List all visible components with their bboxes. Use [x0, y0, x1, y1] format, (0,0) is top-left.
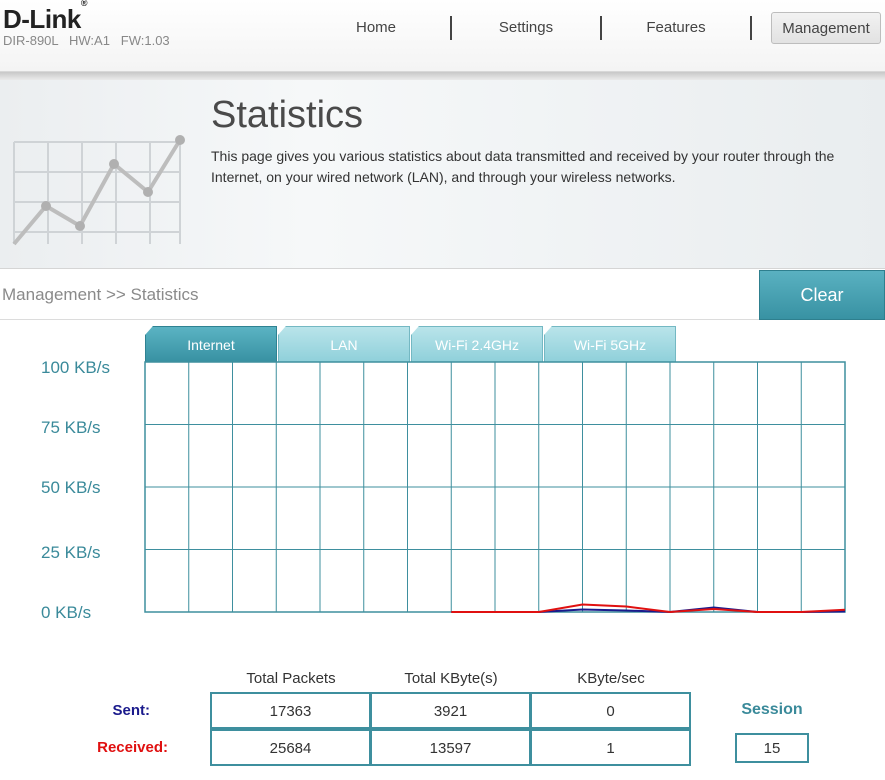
nav-separator [750, 16, 752, 40]
column-header-total-packets: Total Packets [246, 670, 336, 687]
sent-total-packets: 17363 [210, 692, 371, 729]
received-total-packets: 25684 [210, 729, 371, 766]
y-tick-label: 0 KB/s [41, 603, 92, 622]
page-title: Statistics [211, 94, 364, 136]
tab-internet[interactable]: Internet [145, 326, 277, 362]
nav-settings[interactable]: Settings [498, 19, 554, 36]
session-count: 15 [735, 733, 809, 763]
y-tick-label: 75 KB/s [41, 418, 101, 437]
y-tick-label: 50 KB/s [41, 478, 101, 497]
session-label: Session [741, 701, 803, 718]
column-header-total-kbytes: Total KByte(s) [404, 670, 498, 687]
y-tick-label: 25 KB/s [41, 543, 101, 562]
received-kbyte-sec: 1 [530, 729, 691, 766]
sent-kbyte-sec: 0 [530, 692, 691, 729]
column-header-kbyte-sec: KByte/sec [577, 670, 645, 687]
nav-management[interactable]: Management [771, 12, 881, 44]
page-description: This page gives you various statistics a… [211, 148, 835, 185]
line-chart-icon [12, 135, 185, 246]
sent-label: Sent: [112, 702, 151, 719]
received-label: Received: [97, 739, 168, 756]
tab-wifi-24ghz[interactable]: Wi-Fi 2.4GHz [411, 326, 543, 362]
header-shadow [0, 72, 885, 80]
breadcrumb-row: Management >> Statistics Clear [0, 270, 885, 320]
sent-total-kbytes: 3921 [370, 692, 531, 729]
device-model-info: DIR-890L HW:A1 FW:1.03 [3, 33, 170, 48]
nav-home[interactable]: Home [355, 19, 396, 36]
received-series-line [451, 603, 846, 614]
y-tick-label: 100 KB/s [41, 358, 110, 377]
tab-wifi-5ghz[interactable]: Wi-Fi 5GHz [544, 326, 676, 362]
clear-button[interactable]: Clear [759, 270, 885, 320]
main-nav: Home Settings Features Management [300, 12, 885, 44]
top-bar: D-Link® DIR-890L HW:A1 FW:1.03 Home Sett… [0, 0, 885, 72]
dlink-logo: D-Link® [3, 0, 88, 34]
nav-separator [600, 16, 602, 40]
tab-lan[interactable]: LAN [278, 326, 410, 362]
nav-features[interactable]: Features [646, 19, 706, 36]
page-hero: Statistics This page gives you various s… [0, 80, 885, 269]
sent-series-line [451, 606, 846, 614]
breadcrumb: Management >> Statistics [2, 285, 199, 304]
nav-separator [450, 16, 452, 40]
received-total-kbytes: 13597 [370, 729, 531, 766]
chart-plot-border [144, 361, 846, 613]
